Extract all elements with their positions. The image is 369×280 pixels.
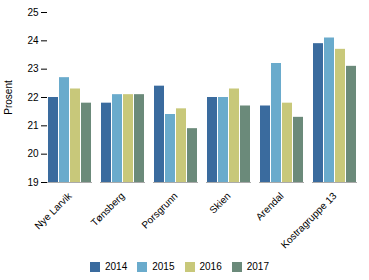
svg-text:Nye Larvik: Nye Larvik [32, 190, 74, 232]
html-text:2014: 2014 [105, 261, 128, 272]
svg-text:24: 24 [27, 35, 39, 46]
svg-text:22: 22 [27, 92, 39, 103]
svg-text:Tønsberg: Tønsberg [89, 190, 127, 228]
svg-text:19: 19 [27, 177, 39, 188]
svg-text:Arendal: Arendal [254, 190, 286, 222]
html-text:2015: 2015 [152, 261, 175, 272]
svg-text:Skien: Skien [207, 190, 232, 215]
svg-text:23: 23 [27, 63, 39, 74]
svg-text:21: 21 [27, 120, 39, 131]
html-text:2016: 2016 [199, 261, 222, 272]
svg-text:Porsgrunn: Porsgrunn [139, 190, 179, 230]
svg-text:Prosent: Prosent [3, 80, 14, 115]
svg-text:20: 20 [27, 148, 39, 159]
html-text:2017: 2017 [246, 261, 269, 272]
svg-text:Kostragruppe 13: Kostragruppe 13 [279, 190, 339, 250]
svg-text:25: 25 [27, 7, 39, 18]
